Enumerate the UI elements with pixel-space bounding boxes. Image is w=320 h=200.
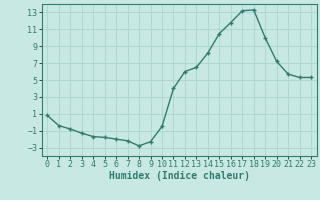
X-axis label: Humidex (Indice chaleur): Humidex (Indice chaleur): [109, 171, 250, 181]
